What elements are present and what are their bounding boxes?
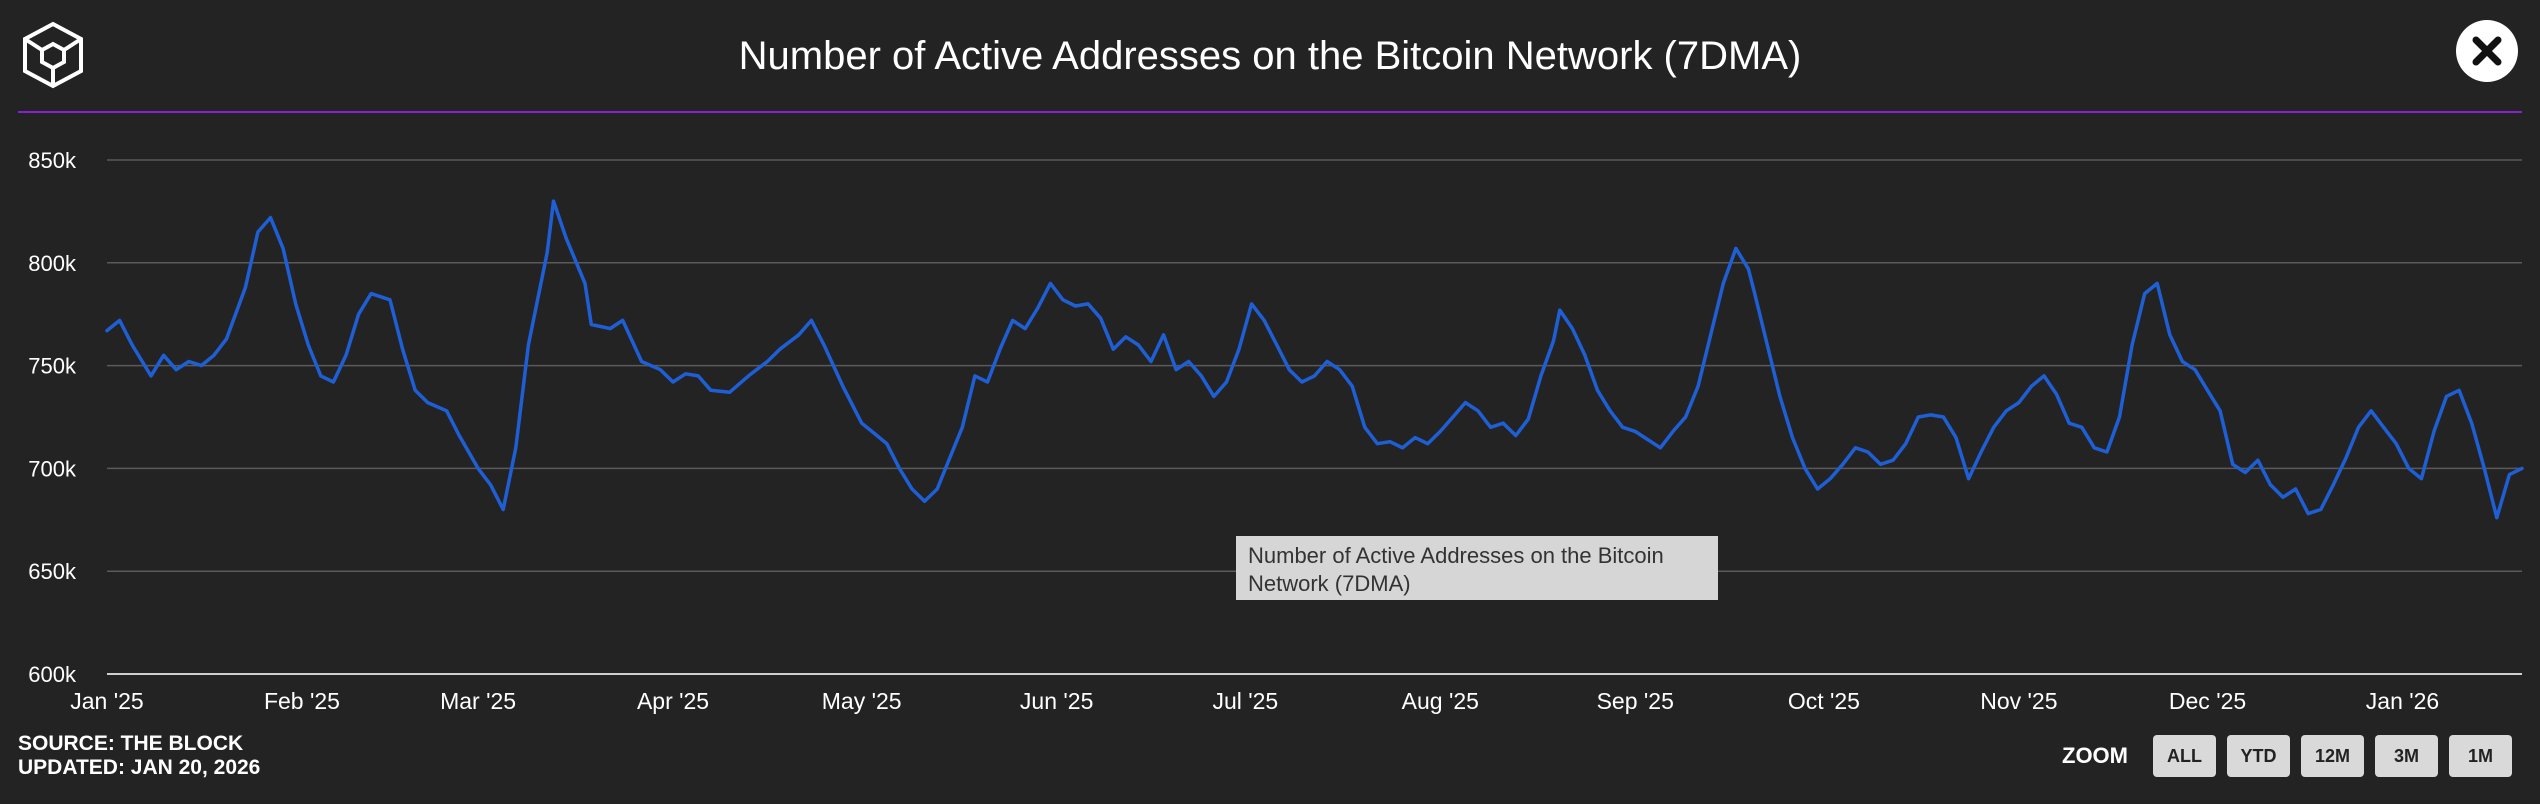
y-tick-label: 600k xyxy=(28,662,77,687)
zoom-label: ZOOM xyxy=(2062,743,2128,768)
line-chart: 600k 650k 700k 750k 800k 850k Jan '25 Feb '25 M… xyxy=(28,148,2524,714)
header-divider xyxy=(18,111,2522,113)
source-label: SOURCE: THE BLOCK xyxy=(18,732,244,755)
tooltip-line-1: Number of Active Addresses on the Bitcoi… xyxy=(1248,543,1664,568)
close-button[interactable] xyxy=(2456,20,2518,82)
y-tick-label: 850k xyxy=(28,148,77,173)
x-tick-label: Apr '25 xyxy=(637,688,709,714)
zoom-ytd-button[interactable]: YTD xyxy=(2227,735,2290,777)
y-tick-label: 700k xyxy=(28,456,77,481)
zoom-3m-button[interactable]: 3M xyxy=(2375,735,2438,777)
zoom-controls: ZOOM ALL YTD 12M 3M 1M xyxy=(2062,735,2512,777)
x-tick-label: Jun '25 xyxy=(1020,688,1093,714)
tooltip-line-2: Network (7DMA) xyxy=(1248,571,1411,596)
chart-tooltip: Number of Active Addresses on the Bitcoi… xyxy=(1236,536,1718,600)
the-block-cube-icon xyxy=(23,21,83,89)
zoom-all-button[interactable]: ALL xyxy=(2153,735,2216,777)
x-tick-label: Nov '25 xyxy=(1980,688,2057,714)
x-tick-label: Jan '25 xyxy=(70,688,143,714)
y-tick-label: 800k xyxy=(28,251,77,276)
y-tick-label: 650k xyxy=(28,559,77,584)
x-tick-label: Aug '25 xyxy=(1402,688,1479,714)
x-tick-label: Mar '25 xyxy=(440,688,516,714)
source-info: SOURCE: THE BLOCK UPDATED: JAN 20, 2026 xyxy=(18,732,260,780)
zoom-1m-button[interactable]: 1M xyxy=(2449,735,2512,777)
x-tick-label: Jul '25 xyxy=(1212,688,1278,714)
x-tick-label: Oct '25 xyxy=(1788,688,1860,714)
chart-title: Number of Active Addresses on the Bitcoi… xyxy=(738,34,1802,78)
x-tick-label: May '25 xyxy=(822,688,902,714)
x-tick-label: Sep '25 xyxy=(1597,688,1674,714)
updated-label: UPDATED: JAN 20, 2026 xyxy=(18,756,261,779)
x-tick-label: Dec '25 xyxy=(2169,688,2246,714)
x-tick-label: Feb '25 xyxy=(264,688,340,714)
y-tick-label: 750k xyxy=(28,354,77,379)
zoom-12m-button[interactable]: 12M xyxy=(2301,735,2364,777)
series-line xyxy=(105,199,2524,520)
x-tick-label: Jan '26 xyxy=(2366,688,2439,714)
close-icon xyxy=(2472,36,2502,66)
